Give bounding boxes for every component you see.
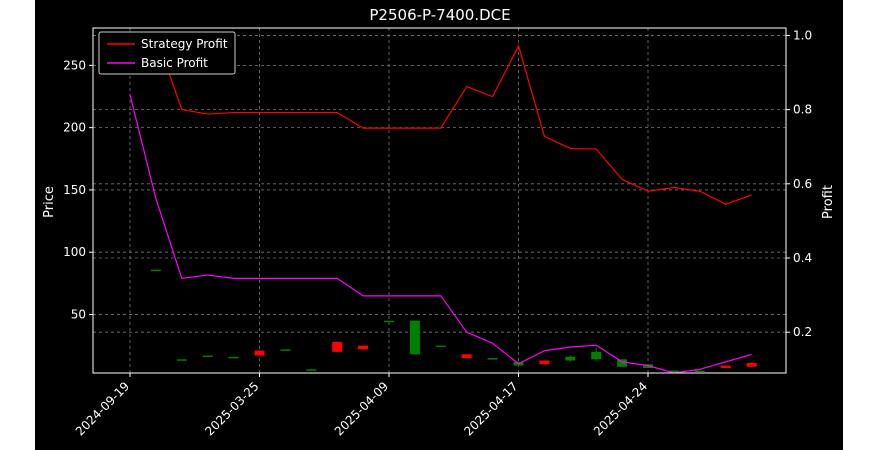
candle-body — [228, 356, 239, 359]
grid-layer — [93, 28, 786, 373]
series-line-1 — [129, 94, 752, 374]
x-tick-label: 2025-04-24 — [591, 379, 650, 438]
candle-body — [565, 356, 576, 361]
candle-body — [409, 320, 420, 355]
x-tick-label: 2025-04-09 — [332, 379, 391, 438]
x-tick-label: 2024-09-19 — [73, 379, 132, 438]
candle-body — [461, 354, 472, 359]
y-left-tick-label: 150 — [63, 183, 86, 197]
chart-figure: P2506-P-7400.DCE Price Profit 50 100 150 20… — [35, 0, 843, 450]
y-right-tick-label: 1.0 — [793, 28, 812, 42]
line-layer — [129, 34, 752, 374]
candle-body — [591, 351, 602, 360]
chart-title: P2506-P-7400.DCE — [369, 6, 510, 24]
candle-body — [384, 320, 394, 323]
candle-body — [668, 370, 679, 373]
chart-svg: P2506-P-7400.DCE Price Profit 50 100 150 20… — [42, 6, 836, 438]
y-right-tick-label: 0.4 — [793, 251, 812, 265]
x-tick-label: 2025-04-17 — [461, 379, 520, 438]
legend-label-basic-profit: Basic Profit — [141, 56, 208, 70]
candle-body — [280, 349, 291, 351]
y-right-tick-label: 0.6 — [793, 177, 812, 191]
y-axis-left-label: Price — [42, 186, 57, 218]
candle-body — [617, 359, 628, 367]
candle-body — [150, 269, 161, 272]
y-left-tick-label: 200 — [63, 121, 86, 135]
candle-body — [202, 355, 213, 358]
series-line-0 — [130, 34, 752, 205]
candle-body — [176, 359, 187, 361]
plot-frame — [92, 27, 787, 374]
candle-body — [694, 370, 705, 373]
candle-layer — [150, 269, 757, 373]
candle-body — [358, 345, 369, 350]
candle-body — [435, 345, 446, 348]
y-right-tick-label: 0.8 — [793, 103, 812, 117]
y-right-tick-label: 0.2 — [793, 325, 812, 339]
candle-body — [539, 360, 550, 365]
candle-body — [332, 341, 343, 352]
candle-body — [306, 369, 317, 371]
y-left-tick-label: 100 — [63, 245, 86, 259]
x-tick-label: 2025-03-25 — [202, 379, 261, 438]
candle-body — [254, 350, 265, 356]
candle-body — [487, 358, 498, 360]
candle-body — [720, 365, 731, 369]
candle-body — [746, 363, 757, 367]
y-axis-right-label: Profit — [821, 185, 836, 219]
legend: Strategy Profit Basic Profit — [98, 31, 236, 75]
y-left-tick-label: 250 — [63, 58, 86, 72]
legend-label-strategy-profit: Strategy Profit — [141, 37, 228, 51]
y-left-tick-label: 50 — [71, 307, 86, 321]
